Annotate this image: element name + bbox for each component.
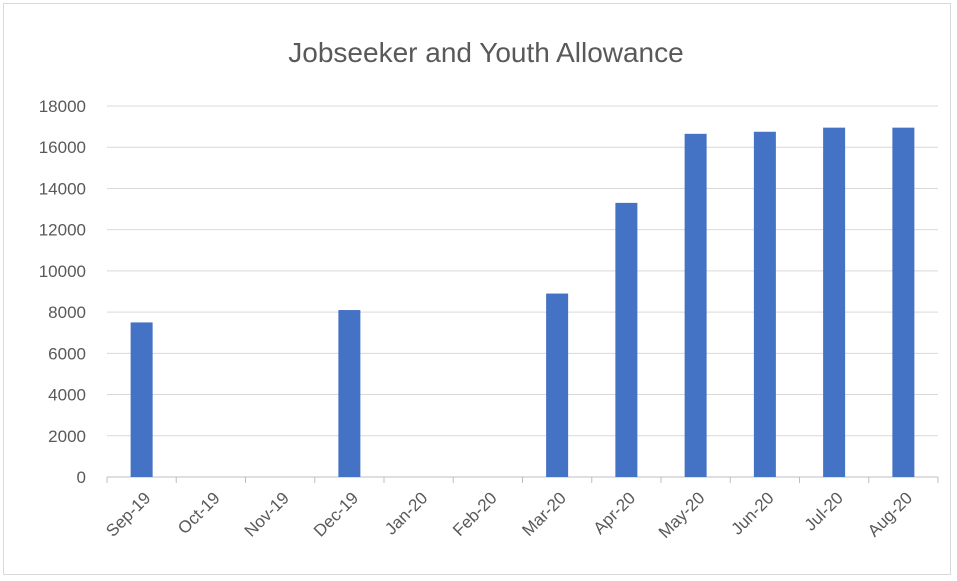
bar: [546, 293, 569, 477]
x-tick-label: Jun-20: [728, 488, 778, 538]
y-tick-label: 10000: [39, 262, 86, 281]
bar: [823, 127, 846, 478]
x-tick-label: Apr-20: [590, 488, 640, 538]
bar: [338, 310, 361, 477]
y-tick-label: 6000: [48, 344, 86, 363]
x-tick-label: Dec-19: [310, 488, 362, 540]
x-axis-ticks: Sep-19 Oct-19 Nov-19 Dec-19 Jan-20 Feb-20 Mar-…: [102, 477, 939, 542]
y-axis-ticks: 0 2000 4000 6000 8000 10000 12000 14000 16000 180…: [39, 97, 86, 487]
bars: [130, 127, 915, 478]
chart-frame: [3, 3, 951, 575]
x-tick-label: Sep-19: [102, 488, 154, 540]
bar: [753, 131, 776, 477]
x-tick-label: Oct-19: [174, 488, 224, 538]
y-tick-label: 4000: [48, 386, 86, 405]
x-tick-label: Jan-20: [381, 488, 431, 538]
x-tick-label: Jul-20: [801, 488, 847, 534]
y-tick-label: 14000: [39, 179, 86, 198]
x-tick-label: Aug-20: [864, 488, 916, 540]
y-tick-label: 0: [77, 468, 86, 487]
bar: [130, 322, 153, 477]
x-tick-label: Feb-20: [449, 488, 501, 540]
x-tick-label: Mar-20: [518, 488, 570, 540]
x-tick-label: Nov-19: [241, 488, 293, 540]
y-tick-label: 12000: [39, 221, 86, 240]
gridlines: [107, 105, 938, 478]
y-tick-label: 18000: [39, 97, 86, 116]
y-tick-label: 16000: [39, 138, 86, 157]
y-tick-label: 8000: [48, 303, 86, 322]
bar: [892, 127, 915, 478]
y-tick-label: 2000: [48, 427, 86, 446]
bar: [684, 133, 707, 477]
bar: [615, 202, 638, 477]
x-tick-label: May-20: [655, 488, 709, 542]
chart-title: Jobseeker and Youth Allowance: [288, 37, 683, 68]
